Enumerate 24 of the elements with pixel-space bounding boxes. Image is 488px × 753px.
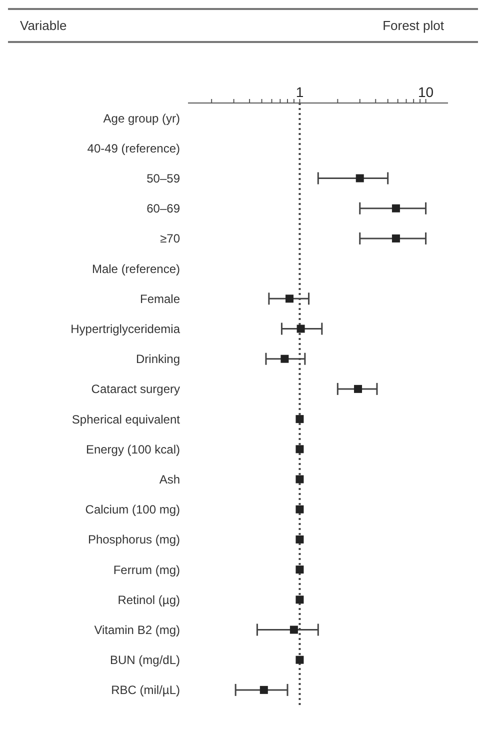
y-tick-label: BUN (mg/dL) [110,653,180,668]
x-tick-label: 1 [296,84,304,100]
y-tick-label: Retinol (µg) [118,592,180,607]
y-tick-label: Ferrum (mg) [113,562,180,577]
y-tick-label: Phosphorus (mg) [88,532,180,547]
y-tick-label: Spherical equivalent [72,412,181,426]
y-tick-label: 60–69 [146,202,180,216]
chart-title: Forest plot [382,18,444,33]
y-tick-label: Energy (100 kcal) [86,442,180,456]
y-tick-label: Vitamin B2 (mg) [94,623,180,638]
y-tick-label: Ash [159,472,180,487]
y-tick-label: Cataract surgery [91,382,180,396]
y-tick-label: Male (reference) [92,262,180,276]
y-tick-label: Calcium (100 mg) [85,502,180,517]
text: Variable [20,18,67,33]
y-tick-label: RBC (mil/µL) [111,683,180,698]
y-tick-label: Age group (yr) [103,111,180,126]
y-tick-label: 50–59 [146,172,180,186]
y-tick-label: 40-49 (reference) [87,141,180,156]
y-tick-label: Hypertriglyceridemia [70,322,180,336]
x-tick-label: 10 [418,84,434,100]
y-tick-label: Drinking [136,352,180,366]
y-tick-label: Female [140,292,180,306]
y-tick-label: ≥70 [160,232,180,246]
